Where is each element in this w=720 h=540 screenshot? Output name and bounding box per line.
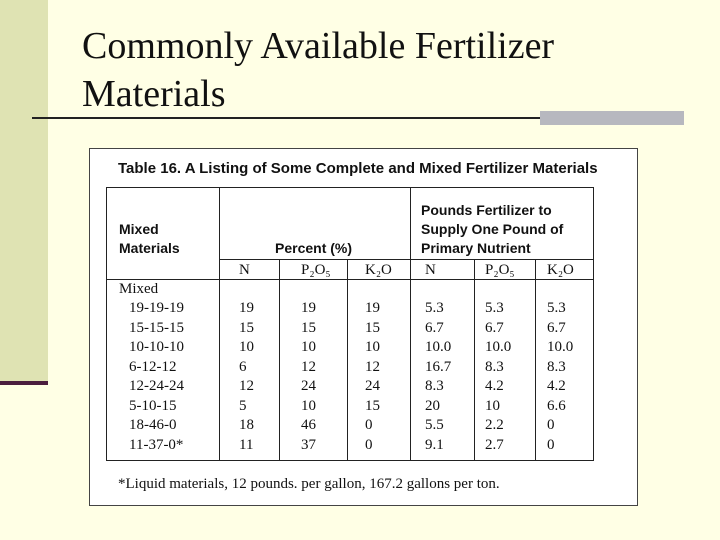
side-band-decoration	[0, 0, 48, 384]
subheader-percent-k2o: K₂O	[365, 262, 392, 278]
pounds-p2o5-column: 5.3 6.7 10.0 8.3 4.2 10 2.2 2.7	[485, 299, 511, 455]
value-cell: 5.3	[425, 300, 444, 316]
value-cell: 12	[365, 358, 380, 375]
value-cell: 18	[239, 417, 254, 433]
pounds-k2o-column: 5.3 6.7 10.0 8.3 4.2 6.6 0 0	[547, 299, 573, 455]
value-cell: 8.3	[547, 358, 566, 375]
table-image-frame	[89, 148, 638, 506]
value-cell: 19	[365, 300, 380, 316]
value-cell: 19	[301, 300, 316, 316]
material-cell: 10-10-10	[129, 339, 184, 355]
percent-p2o5-column: 19 15 10 12 24 10 46 37	[301, 299, 316, 455]
value-cell: 6.7	[547, 319, 566, 336]
value-cell: 8.3	[485, 358, 504, 375]
slide-title: Commonly Available Fertilizer Materials	[82, 22, 554, 118]
value-cell: 2.7	[485, 436, 504, 453]
value-cell: 8.3	[425, 378, 444, 394]
value-cell: 10	[365, 339, 380, 355]
value-cell: 19	[239, 300, 254, 316]
value-cell: 24	[301, 378, 316, 394]
value-cell: 12	[301, 358, 316, 375]
subheader-pounds-n: N	[425, 262, 436, 278]
col-divider-lb-p2o5	[535, 260, 536, 460]
value-cell: 37	[301, 436, 316, 453]
materials-header-line-1: Mixed	[119, 221, 159, 237]
percent-header: Percent (%)	[275, 240, 353, 256]
material-cell: 6-12-12	[129, 358, 177, 375]
subheader-percent-p2o5: P₂O₅	[301, 262, 331, 278]
value-cell: 6.6	[547, 397, 566, 414]
value-cell: 12	[239, 378, 254, 394]
value-cell: 0	[547, 436, 555, 453]
percent-k2o-column: 19 15 10 12 24 15 0 0	[365, 299, 380, 455]
value-cell: 11	[239, 436, 254, 453]
value-cell: 6.7	[485, 319, 504, 336]
col-divider-p2o5	[347, 260, 348, 460]
col-divider-n	[279, 260, 280, 460]
material-cell: 15-15-15	[129, 319, 184, 336]
table-footnote: *Liquid materials, 12 pounds. per gallon…	[118, 476, 500, 492]
value-cell: 10.0	[425, 339, 452, 355]
value-cell: 0	[547, 417, 555, 433]
title-rule-accent	[540, 111, 684, 125]
materials-header-line-2: Materials	[119, 240, 180, 256]
materials-header: Mixed Materials	[119, 220, 180, 258]
value-cell: 10	[485, 397, 500, 414]
table-caption: Table 16. A Listing of Some Complete and…	[118, 160, 598, 177]
material-cell: 19-19-19	[129, 300, 184, 316]
slide-title-line-1: Commonly Available Fertilizer	[82, 25, 555, 67]
group-label-mixed: Mixed	[119, 281, 159, 297]
subheader-pounds-p2o5: P₂O₅	[485, 262, 515, 278]
material-column: 19-19-19 15-15-15 10-10-10 6-12-12 12-24…	[129, 299, 184, 455]
subheader-pounds-k2o: K₂O	[547, 262, 574, 278]
value-cell: 4.2	[485, 378, 504, 394]
pounds-header-line-3: Primary Nutrient	[421, 240, 531, 256]
material-cell: 18-46-0	[129, 417, 177, 433]
pounds-header-line-2: Supply One Pound of	[421, 221, 564, 237]
value-cell: 10.0	[547, 339, 574, 355]
material-cell: 12-24-24	[129, 378, 184, 394]
pounds-header-line-1: Pounds Fertilizer to	[421, 202, 552, 218]
value-cell: 10.0	[485, 339, 512, 355]
value-cell: 15	[301, 319, 316, 336]
value-cell: 15	[365, 397, 380, 414]
value-cell: 5.3	[485, 300, 504, 316]
material-cell: 11-37-0*	[129, 436, 184, 453]
col-divider-percent	[410, 188, 411, 460]
value-cell: 0	[365, 436, 373, 453]
col-divider-lb-n	[474, 260, 475, 460]
value-cell: 5	[239, 397, 247, 414]
value-cell: 6.7	[425, 319, 444, 336]
subheader-divider	[107, 279, 593, 280]
value-cell: 4.2	[547, 378, 566, 394]
value-cell: 15	[365, 319, 380, 336]
value-cell: 2.2	[485, 417, 504, 433]
value-cell: 46	[301, 417, 316, 433]
header-divider	[219, 259, 593, 260]
value-cell: 20	[425, 397, 440, 414]
percent-n-column: 19 15 10 6 12 5 18 11	[239, 299, 254, 455]
pounds-n-column: 5.3 6.7 10.0 16.7 8.3 20 5.5 9.1	[425, 299, 451, 455]
value-cell: 0	[365, 417, 373, 433]
side-band-accent-line	[0, 381, 48, 385]
title-rule	[32, 117, 564, 119]
value-cell: 10	[301, 339, 316, 355]
value-cell: 10	[301, 397, 316, 414]
value-cell: 5.3	[547, 300, 566, 316]
value-cell: 6	[239, 358, 247, 375]
value-cell: 15	[239, 319, 254, 336]
subheader-percent-n: N	[239, 262, 250, 278]
col-divider-materials	[219, 188, 220, 460]
material-cell: 5-10-15	[129, 397, 177, 414]
value-cell: 5.5	[425, 417, 444, 433]
pounds-header: Pounds Fertilizer to Supply One Pound of…	[421, 201, 563, 258]
value-cell: 24	[365, 378, 380, 394]
value-cell: 9.1	[425, 436, 444, 453]
fertilizer-table: Mixed Materials Percent (%) Pounds Ferti…	[106, 187, 594, 461]
slide-title-line-2: Materials	[82, 73, 226, 115]
value-cell: 16.7	[425, 358, 452, 375]
value-cell: 10	[239, 339, 254, 355]
